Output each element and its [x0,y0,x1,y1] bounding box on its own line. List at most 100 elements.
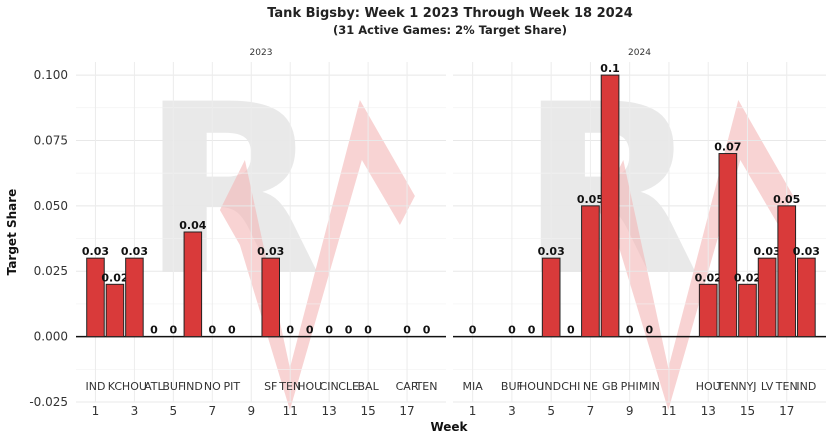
data-label: 0 [306,324,314,337]
opponent-label: BUF [501,380,523,393]
opponent-label: MIA [462,380,483,393]
bar [541,257,561,338]
x-tick-label: 9 [247,404,255,418]
opponent-label: PHI [621,380,639,393]
x-tick-label: 7 [587,404,595,418]
bar [777,205,797,338]
data-label: 0.02 [101,271,128,284]
opponent-label: KC [108,380,123,393]
data-label: 0.03 [538,245,565,258]
bar [738,283,757,338]
data-label: 0.03 [793,245,820,258]
bar [125,257,144,338]
data-label: 0 [626,324,634,337]
data-label: 0 [208,324,216,337]
data-label: 0 [469,324,477,337]
bar [183,231,203,338]
data-label: 0.03 [257,245,284,258]
bar [718,153,738,338]
data-label: 0 [508,324,516,337]
opponent-label: ATL [144,380,164,393]
y-tick-label: 0.025 [34,264,68,278]
y-tick-label: 0.050 [34,199,68,213]
opponent-label: BUF [162,380,184,393]
opponent-label: TEN [415,380,438,393]
data-label: 0.07 [714,141,741,154]
x-tick-label: 13 [322,404,337,418]
data-label: 0 [645,324,653,337]
opponent-label: NYJ [738,380,756,393]
bar [698,283,718,338]
data-label: 0 [228,324,236,337]
data-label: 0 [345,324,353,337]
x-tick-label: 3 [508,404,516,418]
opponent-label: HOU [519,380,544,393]
x-tick-label: 9 [626,404,634,418]
opponent-label: LV [761,380,774,393]
x-tick-label: 17 [779,404,794,418]
bar [261,257,281,338]
y-axis: 0.100 0.075 0.050 0.025 0.000 -0.025 [29,68,68,409]
opponent-label: CHI [561,380,580,393]
data-label: 0 [170,324,178,337]
chart-title: Tank Bigsby: Week 1 2023 Through Week 18… [267,6,633,21]
x-axis-label: Week [430,420,468,434]
data-label: 0.04 [179,219,206,232]
opponent-label: CIN [320,380,339,393]
opponent-label: BAL [358,380,380,393]
facet-panel-2023: R20230.03IND0.02KC0.03HOU0ATL0BUF0.04IND… [76,48,446,418]
opponent-label: TEN [716,380,739,393]
data-label: 0 [567,324,575,337]
data-label: 0 [325,324,333,337]
y-axis-label: Target Share [5,189,19,276]
x-tick-label: 3 [131,404,139,418]
bar [105,283,125,338]
panel-background [453,62,826,402]
data-label: 0.03 [82,245,109,258]
y-tick-label: 0.075 [34,133,68,147]
data-label: 0.02 [695,271,722,284]
opponent-label: IND [183,380,203,393]
bar [86,257,105,338]
x-tick-label: 1 [469,404,477,418]
x-tick-label: 13 [701,404,716,418]
x-tick-label: 11 [283,404,298,418]
opponent-label: IND [85,380,105,393]
x-tick-label: 7 [208,404,216,418]
data-label: 0.03 [754,245,781,258]
x-tick-label: 15 [740,404,755,418]
opponent-label: TEN [278,380,301,393]
bar [581,205,600,338]
opponent-label: CAR [396,380,419,393]
x-tick-label: 5 [170,404,178,418]
facet-label: 2024 [628,48,651,58]
opponent-label: TEN [775,380,798,393]
y-tick-label: -0.025 [29,395,68,409]
bar [600,74,620,338]
data-label: 0 [403,324,411,337]
opponent-label: PIT [223,380,240,393]
opponent-label: IND [541,380,561,393]
facet-panels: R20230.03IND0.02KC0.03HOU0ATL0BUF0.04IND… [76,48,826,418]
data-label: 0.02 [734,271,761,284]
data-label: 0 [528,324,536,337]
opponent-label: IND [796,380,816,393]
y-tick-label: 0.100 [34,68,68,82]
data-label: 0 [286,324,294,337]
data-label: 0.03 [121,245,148,258]
facet-panel-2024: R20240MIA0BUF0HOU0.03IND0CHI0.05NE0.1GB0… [453,48,826,418]
opponent-label: MIN [639,380,660,393]
x-tick-label: 15 [360,404,375,418]
chart-subtitle: (31 Active Games: 2% Target Share) [333,23,567,37]
bar [797,257,816,338]
panel-background [76,62,446,402]
x-tick-label: 11 [661,404,676,418]
opponent-label: CLE [338,380,359,393]
opponent-label: NO [204,380,221,393]
data-label: 0 [150,324,158,337]
opponent-label: HOU [297,380,322,393]
data-label: 0.05 [773,193,800,206]
x-tick-label: 1 [92,404,100,418]
opponent-label: HOU [122,380,147,393]
facet-label: 2023 [250,48,273,58]
